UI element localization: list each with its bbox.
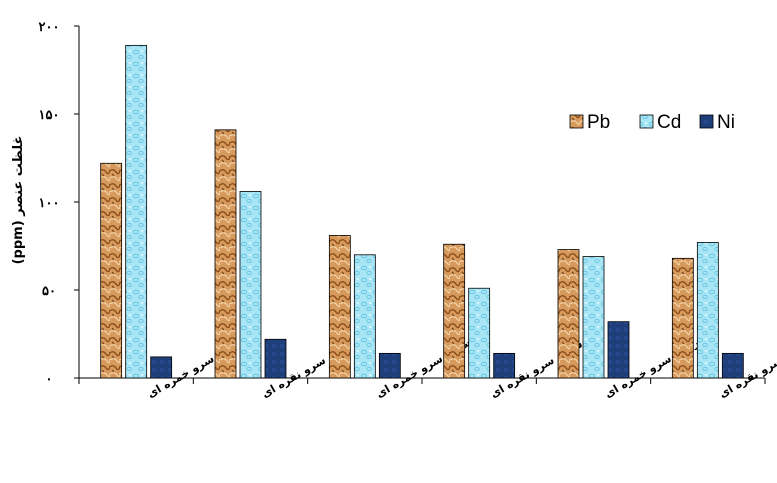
legend-label-pb: Pb [587, 112, 610, 133]
y-tick-label: ۲۰۰ [39, 20, 60, 35]
bar-cd [468, 287, 491, 379]
bar-pb [671, 257, 694, 379]
y-tick-label: ۰ [46, 372, 53, 387]
bars [100, 44, 744, 379]
y-tick-label: ۱۵۰ [39, 108, 60, 123]
bar-pb [100, 162, 123, 379]
bar-cd [582, 256, 605, 379]
bar-pb [443, 243, 466, 379]
y-axis: ۰ ۵۰ ۱۰۰ ۱۵۰ ۲۰۰ (ppm) غلظت عنصر [11, 20, 80, 387]
legend-label-ni: Ni [717, 112, 735, 133]
bar-ni [607, 321, 630, 379]
bar-ni [493, 352, 516, 379]
y-tick-label: ۱۰۰ [39, 196, 60, 211]
bar-ni [150, 356, 173, 379]
bar-cd [239, 191, 262, 379]
legend-swatch-cd [639, 114, 654, 129]
legend: Pb Cd Ni [569, 112, 735, 133]
bar-pb [214, 129, 237, 379]
bar-ni [264, 338, 287, 379]
y-tick-label: ۵۰ [42, 284, 56, 299]
y-axis-label: (ppm) غلظت عنصر [11, 136, 26, 265]
legend-swatch-pb [569, 114, 584, 129]
bar-ni [721, 352, 744, 379]
bar-pb [557, 249, 580, 379]
legend-swatch-ni [699, 114, 714, 129]
bar-cd [696, 242, 719, 379]
bar-ni [378, 352, 401, 379]
bar-pb [328, 235, 351, 379]
legend-label-cd: Cd [657, 112, 681, 133]
bar-cd [353, 254, 376, 379]
bar-cd [125, 44, 148, 379]
